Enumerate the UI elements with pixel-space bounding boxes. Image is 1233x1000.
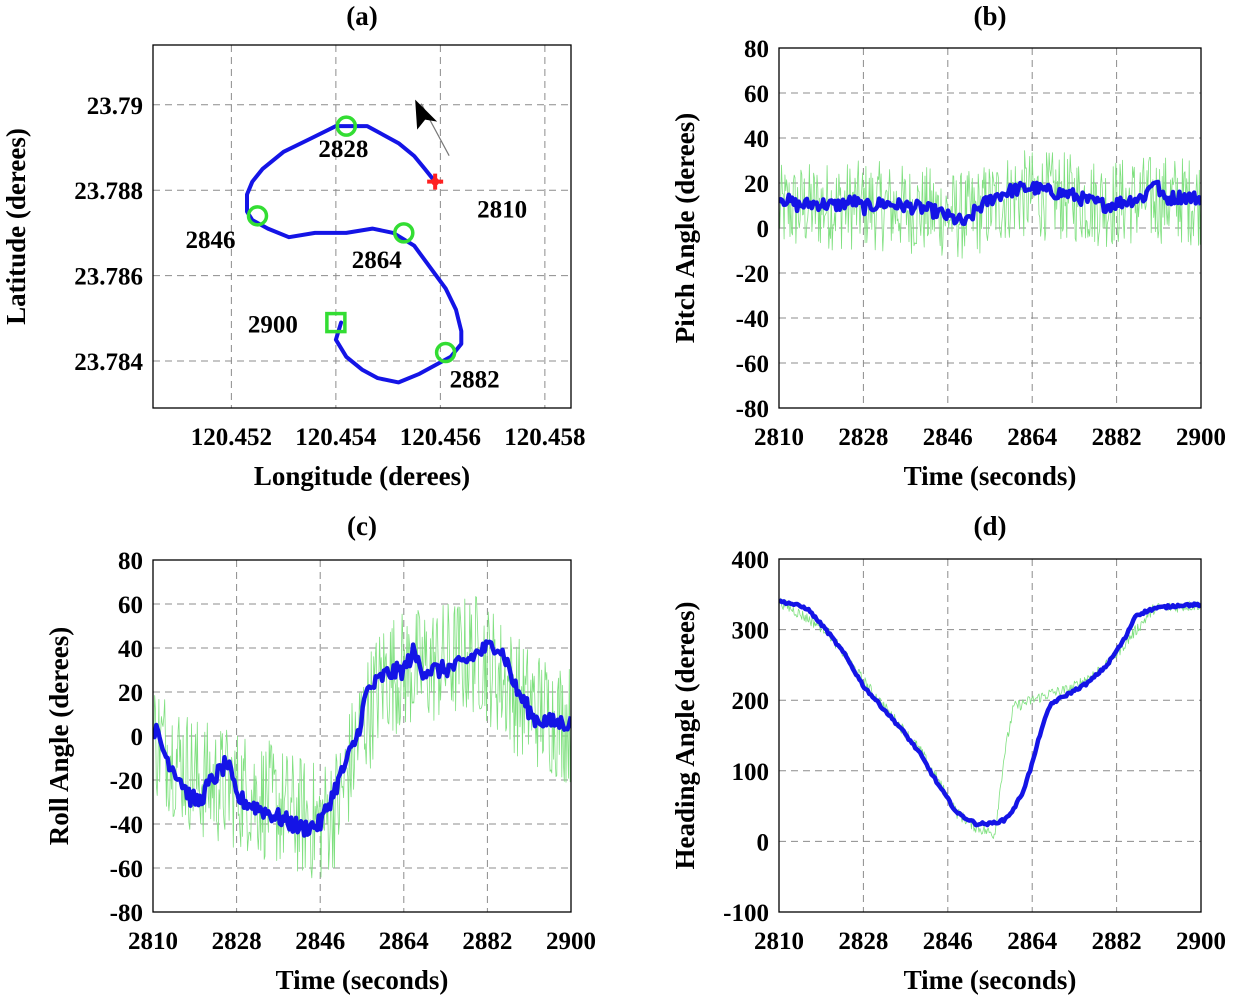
panel-3: (c) 2810 2828 2846 2864 2882 2900 -80 -60 -40 -20 0… <box>44 511 596 995</box>
y-axis-label: Roll Angle (derees) <box>44 627 74 845</box>
y-tick-label: 300 <box>732 618 770 645</box>
x-tick-label: 2900 <box>1176 928 1226 955</box>
y-tick-label: 0 <box>757 829 770 856</box>
x-axis-label: Time (seconds) <box>904 965 1077 995</box>
x-tick-label: 2810 <box>128 928 178 955</box>
x-tick-label: 2864 <box>379 928 430 955</box>
series-raw <box>779 150 1201 259</box>
y-tick-label: 23.784 <box>74 349 143 376</box>
plot-area <box>779 597 1201 839</box>
panel-title: (a) <box>346 1 377 31</box>
panel-title: (d) <box>974 511 1007 541</box>
y-tick-label: 20 <box>118 680 143 707</box>
y-tick-label: 80 <box>118 548 143 575</box>
marker-label-2846: 2846 <box>186 227 236 254</box>
marker-start-dot <box>431 177 440 186</box>
y-tick-label: 23.788 <box>74 178 143 205</box>
panel-1: (a) 120.452 120.454 120.456 120.458 23.784 23.… <box>1 1 586 491</box>
marker-label-2882: 2882 <box>450 366 500 393</box>
x-tick-label: 2828 <box>212 928 262 955</box>
x-tick-label: 2882 <box>462 928 512 955</box>
x-tick-label: 2846 <box>923 928 973 955</box>
series-raw <box>779 597 1201 839</box>
panel-2: (b) 2810 2828 2846 2864 2882 2900 -80 -60 -40 -20 0… <box>670 1 1226 491</box>
y-tick-label: 0 <box>757 216 770 243</box>
series-filtered <box>153 639 571 838</box>
y-tick-label: 80 <box>744 36 769 63</box>
x-tick-label: 120.454 <box>295 424 377 451</box>
plot-area <box>779 150 1201 259</box>
y-tick-label: 40 <box>744 126 769 153</box>
x-axis-label: Time (seconds) <box>276 965 449 995</box>
x-tick-label: 2846 <box>923 424 973 451</box>
y-tick-label: -100 <box>723 900 769 927</box>
x-axis-label: Longitude (derees) <box>254 461 470 491</box>
y-tick-label: -80 <box>110 900 143 927</box>
x-tick-label: 2900 <box>1176 424 1226 451</box>
axes-frame <box>778 558 1202 913</box>
y-tick-label: -20 <box>110 768 143 795</box>
x-tick-label: 2828 <box>838 424 888 451</box>
x-tick-label: 2810 <box>754 928 804 955</box>
marker-circle <box>434 341 457 364</box>
y-tick-label: 23.79 <box>87 93 143 120</box>
y-axis-label: Pitch Angle (derees) <box>670 113 700 343</box>
y-tick-label: 0 <box>131 724 144 751</box>
x-tick-label: 2900 <box>546 928 596 955</box>
marker-label-2828: 2828 <box>318 136 368 163</box>
y-tick-label: 100 <box>732 759 770 786</box>
panel-title: (b) <box>974 1 1007 31</box>
y-axis-label: Heading Angle (derees) <box>670 602 700 870</box>
x-tick-label: 120.458 <box>504 424 585 451</box>
marker-square <box>325 311 347 334</box>
y-axis-label: Latitude (derees) <box>1 128 31 325</box>
y-tick-label: -20 <box>736 261 769 288</box>
x-tick-label: 2810 <box>754 424 804 451</box>
heading-arrow-icon <box>415 99 438 130</box>
y-tick-label: -60 <box>736 351 769 378</box>
axes-frame <box>152 559 572 913</box>
axes-frame <box>778 47 1202 409</box>
y-tick-label: 400 <box>732 547 770 574</box>
marker-label-2810: 2810 <box>477 197 527 224</box>
axes-frame <box>152 44 572 409</box>
plot-area <box>245 124 464 385</box>
marker-circle <box>393 222 415 244</box>
panel-title: (c) <box>347 511 377 541</box>
series-raw <box>153 596 571 879</box>
marker-circle <box>246 205 269 227</box>
series-filtered <box>779 179 1201 226</box>
y-tick-label: 40 <box>118 636 143 663</box>
x-tick-label: 2828 <box>838 928 888 955</box>
y-tick-label: 23.786 <box>74 264 143 291</box>
y-tick-label: 20 <box>744 171 769 198</box>
y-tick-label: 200 <box>732 688 770 715</box>
x-tick-label: 2882 <box>1092 424 1142 451</box>
x-tick-label: 120.452 <box>191 424 272 451</box>
marker-circle <box>335 115 358 137</box>
marker-label-2900: 2900 <box>248 312 298 339</box>
series-filtered <box>779 598 1201 828</box>
y-tick-label: -60 <box>110 856 143 883</box>
trajectory-line <box>245 124 464 385</box>
panel-4: (d) 2810 2828 2846 2864 2882 2900 -100 0 100 200 30… <box>670 511 1226 995</box>
y-tick-label: 60 <box>118 592 143 619</box>
x-tick-label: 2846 <box>295 928 345 955</box>
y-tick-label: -40 <box>110 812 143 839</box>
x-axis-label: Time (seconds) <box>904 461 1077 491</box>
y-tick-label: -40 <box>736 306 769 333</box>
x-tick-label: 2882 <box>1092 928 1142 955</box>
y-tick-label: 60 <box>744 81 769 108</box>
marker-label-2864: 2864 <box>352 247 403 274</box>
y-tick-label: -80 <box>736 396 769 423</box>
x-tick-label: 2864 <box>1007 424 1058 451</box>
plot-area <box>153 596 571 879</box>
x-tick-label: 120.456 <box>400 424 481 451</box>
x-tick-label: 2864 <box>1007 928 1058 955</box>
